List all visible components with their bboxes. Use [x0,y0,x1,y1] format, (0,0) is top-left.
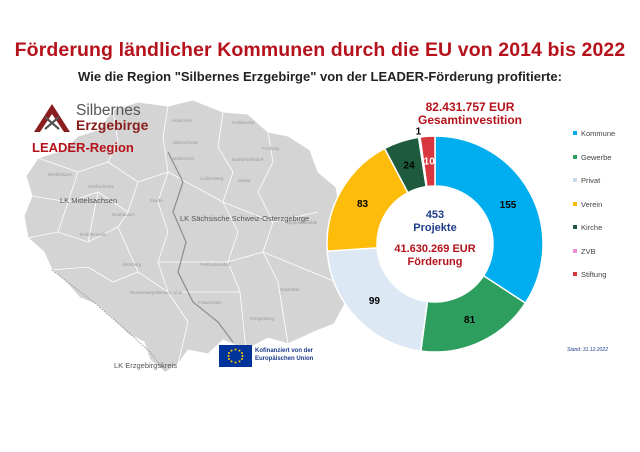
town-label: Bobritzsch [173,156,195,161]
town-label: Mulda [238,178,251,183]
data-date-note: Stand: 31.12.2022 [567,347,608,353]
logo-line1: Silbernes [76,102,141,119]
chart-investment-title: 82.431.757 EUR Gesamtinvestition [372,101,568,127]
town-label: Klingenberg [250,316,275,321]
center-funding-value: 41.630.269 EUR [394,243,476,255]
center-projects: 453 Projekte [385,209,485,234]
town-label: Frauenstein [198,300,222,305]
logo-line3: LEADER-Region [32,140,134,155]
eu-cofinance-badge: Kofinanziert von der Europäischen Union [219,345,329,367]
town-label: Großschirma [88,184,115,189]
investment-label: Gesamtinvestition [417,113,523,127]
eu-cofinance-text: Kofinanziert von der Europäischen Union [255,348,313,363]
town-label: Halsbrücke [232,120,255,125]
legend-swatch [573,131,577,135]
logo-line2: Erzgebirge [76,117,149,133]
eu-cofinance-line1: Kofinanziert von der [255,348,314,354]
legend-swatch [573,248,577,253]
legend-swatch [573,225,577,229]
map-frame-gap [18,92,19,93]
legend-label: Gewerbe [581,152,612,162]
town-label: Altenberg [122,262,142,267]
town-label: Hainichen [172,118,193,123]
donut-value-label-verein: 83 [357,199,369,210]
district-border [167,151,234,343]
town-label: Freiberg [262,146,279,151]
chart-title: Förderung ländlicher Kommunen durch die … [14,39,626,61]
center-projects-label: Projekte [413,221,457,234]
town-label: Lichtenberg [200,176,224,181]
donut-slice-privat [326,247,429,352]
town-label: Neuhausen [112,212,136,217]
donut-value-label-privat: 99 [369,296,381,307]
center-funding-label: Förderung [407,255,463,268]
town-label: Brand-Erbisdorf [232,157,264,162]
donut-value-label-kommune: 155 [500,200,517,211]
legend-label: Verein [581,199,603,209]
donut-slice-kommune [434,135,544,305]
district-label-erzgebirgskreis: LK Erzgebirgskreis [114,361,177,370]
district-label-mittelsachsen: LK Mittelsachsen [60,196,118,205]
donut-slice-stiftung [419,135,436,188]
town-label: Oberschöna [173,140,198,145]
chart-subtitle: Wie die Region "Silbernes Erzgebirge" vo… [78,69,562,84]
center-projects-value: 453 [425,209,445,221]
legend-label: Kommune [581,129,616,138]
town-label: Weißenborn [48,172,73,177]
town-label: Glashütte [280,287,300,292]
town-label: Pretzschendorf [200,262,231,267]
legend-swatch [573,178,577,182]
legend-label: Stiftung [581,270,607,279]
legend-swatch [573,201,577,206]
investment-amount: 82.431.757 EUR [425,100,515,114]
town-label: Sayda [150,198,163,203]
donut-value-label-kirche: 24 [403,161,415,172]
legend-swatch [573,154,577,159]
eu-cofinance-line2: Europäischen Union [255,355,314,362]
donut-value-label-zvb: 1 [416,127,422,138]
donut-value-label-gewerbe: 81 [464,315,476,326]
legend-label: Kirche [581,223,603,232]
county-border [51,269,167,373]
legend-label: Privat [581,176,601,185]
region-map [18,92,347,373]
district-label-saechsische-schweiz: LK Sächsische Schweiz-Osterzgebirge [180,214,310,223]
region-logo: Silbernes Erzgebirge LEADER-Region [32,100,152,158]
legend-swatch [573,272,577,276]
town-label: Rechenberg-Bienenmühle [130,290,183,295]
town-label: Dorfchemnitz [80,232,107,237]
center-funding: 41.630.269 EUR Förderung [380,243,490,268]
legend-label: ZVB [581,246,596,256]
map-silhouette [23,99,347,373]
town-label: Dippoldiswalde [287,220,318,225]
donut-value-label-stiftung: 10 [424,157,436,168]
mine-logo-icon [34,104,70,132]
eu-flag-icon [219,345,252,367]
